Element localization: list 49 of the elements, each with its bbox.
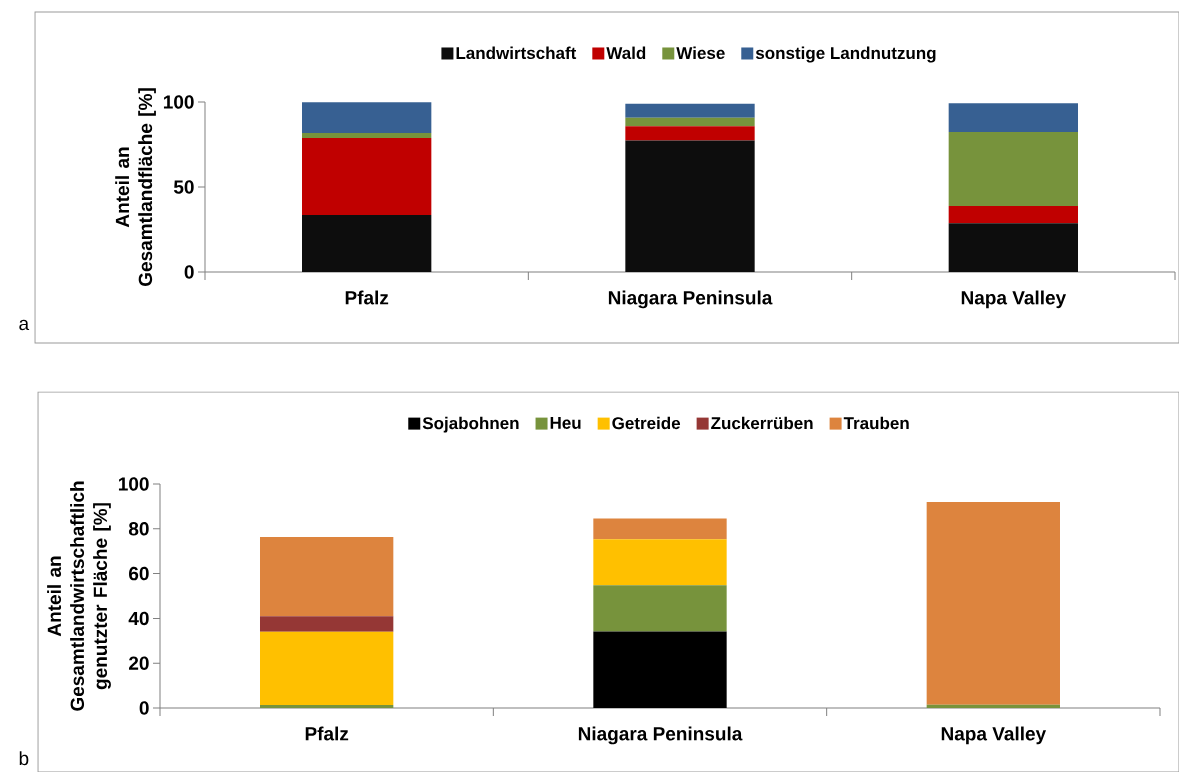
bar: [625, 103, 755, 118]
bar: [302, 102, 432, 133]
x-tick-label: Niagara Peninsula: [578, 726, 743, 745]
bar: [260, 537, 394, 617]
x-tick-label: Pfalz: [345, 290, 389, 305]
bar: [302, 132, 432, 139]
bar: [593, 585, 727, 632]
legend-label: Landwirtschaft: [456, 46, 577, 60]
x-tick-label: Niagara Peninsula: [608, 290, 773, 309]
bar: [260, 631, 394, 706]
bar: [302, 138, 432, 216]
bar: [948, 103, 1079, 133]
y-tick-label: 0: [139, 701, 149, 715]
y-tick-label: 40: [128, 611, 149, 626]
bar: [625, 140, 755, 272]
y-tick-label: 80: [128, 522, 149, 536]
legend-label: Zuckerrüben: [711, 416, 813, 430]
bar: [593, 631, 727, 708]
bar: [948, 132, 1079, 207]
text: a: [19, 319, 30, 331]
bar: [593, 518, 727, 540]
x-tick-label: Pfalz: [305, 726, 349, 741]
bar: [625, 126, 755, 141]
bar: [625, 117, 755, 127]
bar: [260, 705, 394, 708]
legend-label: Heu: [550, 417, 581, 429]
y-tick-label: 60: [129, 566, 149, 581]
legend-label: Wiese: [676, 46, 725, 60]
text: b: [19, 751, 29, 766]
y-axis-title: Anteil an Gesamtlandwirtschaftlich genutzter Fläche [%]: [47, 481, 111, 711]
y-tick-label: 100: [163, 95, 194, 109]
x-tick-label: Napa Valley: [941, 726, 1047, 745]
legend-label: Sojabohnen: [422, 416, 519, 433]
y-tick-label: 100: [118, 477, 149, 491]
legend-label: sonstige Landnutzung: [755, 46, 936, 63]
bar: [948, 223, 1079, 272]
bar: [260, 616, 394, 632]
y-tick-label: 20: [128, 656, 149, 670]
legend-label: Trauben: [843, 416, 909, 430]
x-tick-label: Napa Valley: [961, 290, 1067, 309]
y-axis-title: Anteil an Gesamtlandfläche [%]: [115, 88, 156, 286]
bar: [302, 215, 432, 272]
y-tick-label: 50: [173, 180, 194, 194]
bar: [948, 206, 1079, 224]
bar: [593, 539, 727, 586]
legend-label: Getreide: [612, 416, 681, 430]
bar: [926, 501, 1060, 705]
legend-label: Wald: [606, 46, 646, 60]
y-tick-label: 0: [184, 265, 194, 279]
